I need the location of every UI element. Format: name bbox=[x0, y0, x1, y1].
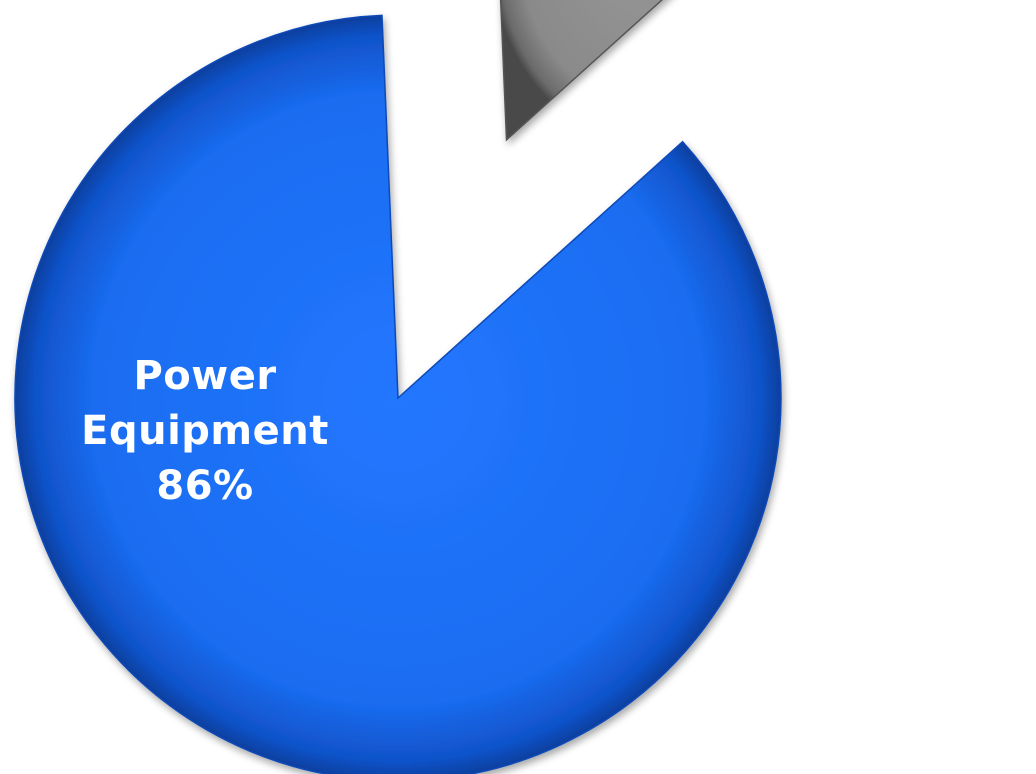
slice-category-label: Floorcare bbox=[796, 201, 1014, 247]
slice-label-floorcare: Floorcare 14% bbox=[796, 201, 1014, 297]
slice-category-label: Power bbox=[133, 353, 276, 399]
slice-percent-label: 86% bbox=[156, 463, 253, 509]
pie-slice-floorcare bbox=[499, 0, 663, 142]
slice-label-power-equipment: Power Equipment 86% bbox=[81, 353, 329, 509]
pie-labels: Power Equipment 86% Floorcare 14% bbox=[81, 201, 1014, 509]
pie-slices bbox=[14, 0, 782, 774]
slice-percent-label: 14% bbox=[856, 251, 953, 297]
slice-category-label: Equipment bbox=[81, 408, 329, 454]
pie-slice-power-equipment bbox=[14, 14, 782, 774]
